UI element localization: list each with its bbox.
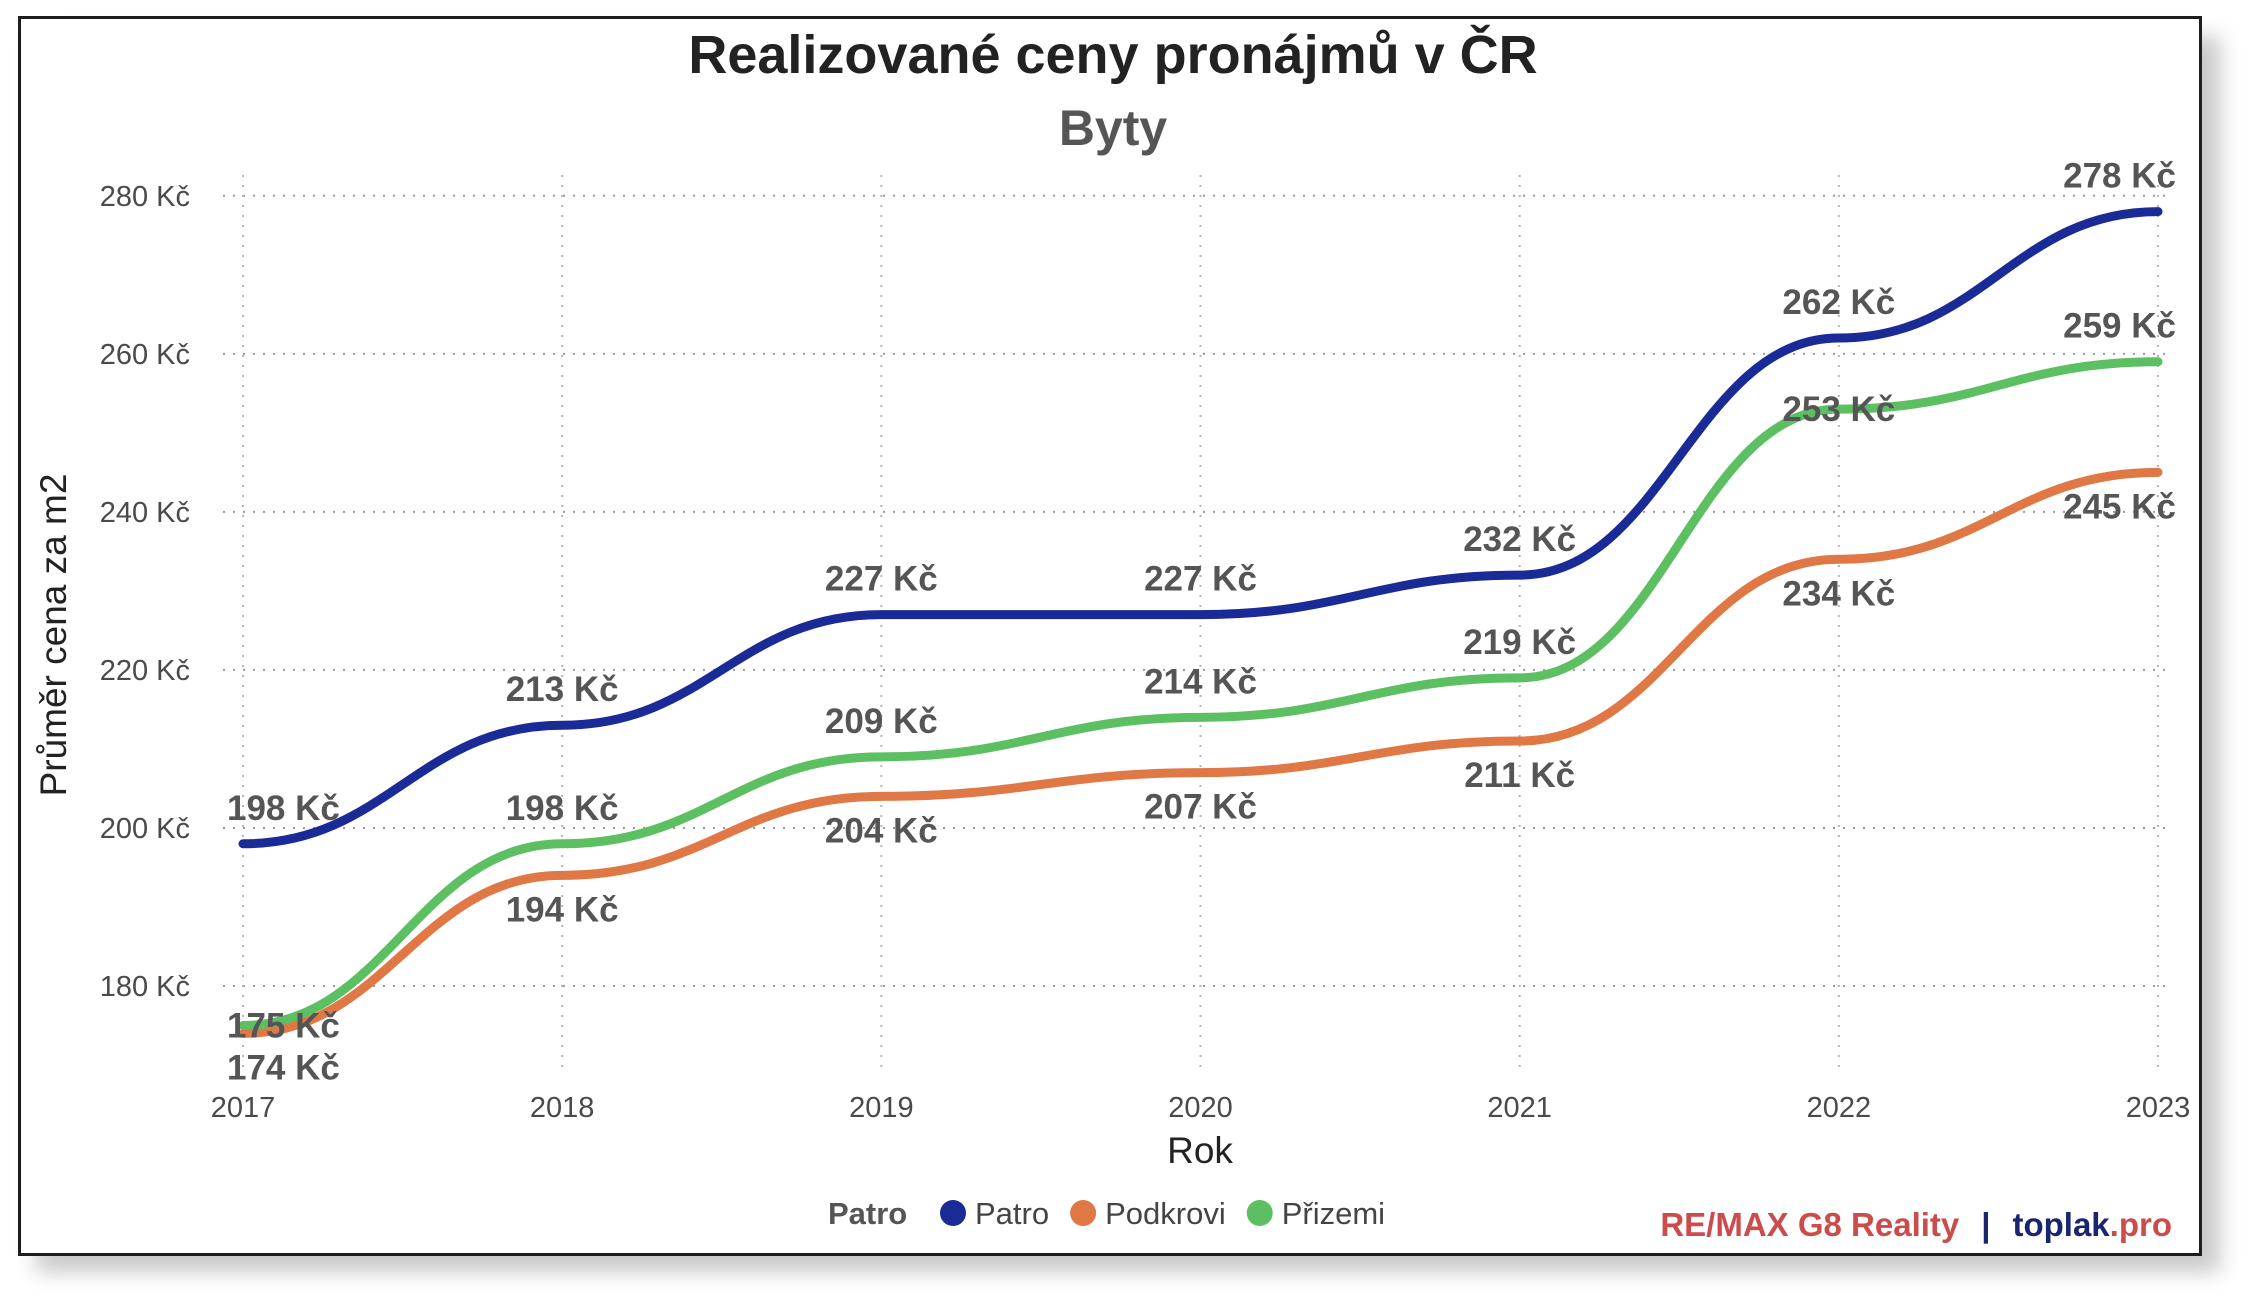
branding-toplak: toplak xyxy=(2012,1206,2110,1243)
data-label-podkrovi: 211 Kč xyxy=(1464,756,1575,795)
data-label-podkrovi: 234 Kč xyxy=(1782,574,1895,613)
y-tick-label: 220 Kč xyxy=(100,655,190,687)
y-tick-label: 260 Kč xyxy=(100,339,190,371)
branding-separator: | xyxy=(1981,1206,1990,1243)
data-label-přizemi: 198 Kč xyxy=(506,789,619,828)
chart-subtitle: Byty xyxy=(1059,100,1168,156)
data-label-patro: 262 Kč xyxy=(1782,283,1895,322)
data-label-přizemi: 214 Kč xyxy=(1144,662,1257,701)
data-label-přizemi: 175 Kč xyxy=(227,1006,340,1045)
data-label-podkrovi: 207 Kč xyxy=(1144,788,1257,827)
x-tick-label: 2022 xyxy=(1807,1092,1872,1124)
x-axis-title: Rok xyxy=(1167,1130,1233,1171)
series-line-patro xyxy=(238,207,2163,849)
data-label-přizemi: 259 Kč xyxy=(2063,307,2176,346)
data-label-podkrovi: 245 Kč xyxy=(2063,487,2176,526)
x-tick-label: 2020 xyxy=(1168,1092,1233,1124)
gridlines xyxy=(223,175,2168,1075)
data-label-podkrovi: 194 Kč xyxy=(506,890,619,929)
x-axis-ticks: 2017 2018 2019 2020 2021 2022 2023 xyxy=(211,1092,2191,1124)
branding-text: RE/MAX G8 Reality | toplak.pro xyxy=(1660,1206,2172,1243)
y-axis-ticks: 180 Kč 200 Kč 220 Kč 240 Kč 260 Kč 280 Kč xyxy=(100,181,190,1003)
data-label-patro: 278 Kč xyxy=(2063,157,2176,196)
data-label-patro: 227 Kč xyxy=(825,560,938,599)
x-tick-label: 2017 xyxy=(211,1092,276,1124)
data-label-přizemi: 209 Kč xyxy=(825,702,938,741)
y-tick-label: 180 Kč xyxy=(100,971,190,1003)
legend-title: Patro xyxy=(828,1196,907,1231)
series-lines xyxy=(238,207,2163,1038)
branding-remax: RE/MAX G8 Reality xyxy=(1660,1206,1960,1243)
x-tick-label: 2021 xyxy=(1487,1092,1552,1124)
legend-marker-přizemi xyxy=(1246,1200,1273,1226)
data-label-patro: 198 Kč xyxy=(227,789,340,828)
legend: Patro Patro Podkrovi Přizemi xyxy=(828,1196,1385,1231)
branding-pro: .pro xyxy=(2110,1206,2172,1243)
y-axis-title: Průměr cena za m2 xyxy=(33,474,74,797)
chart-title: Realizované ceny pronájmů v ČR xyxy=(688,24,1537,85)
x-tick-label: 2019 xyxy=(849,1092,914,1124)
y-tick-label: 280 Kč xyxy=(100,181,190,213)
data-label-patro: 227 Kč xyxy=(1144,560,1257,599)
legend-label-přizemi: Přizemi xyxy=(1282,1196,1385,1231)
data-label-patro: 213 Kč xyxy=(506,670,619,709)
legend-marker-podkrovi xyxy=(1070,1200,1097,1226)
legend-marker-patro xyxy=(940,1200,966,1226)
branding: RE/MAX G8 Reality | toplak.pro xyxy=(1660,1206,2172,1243)
y-tick-label: 200 Kč xyxy=(100,813,190,845)
data-label-patro: 232 Kč xyxy=(1463,520,1576,559)
legend-label-patro: Patro xyxy=(975,1196,1049,1231)
data-label-podkrovi: 174 Kč xyxy=(227,1048,340,1087)
data-label-přizemi: 253 Kč xyxy=(1782,390,1895,429)
legend-label-podkrovi: Podkrovi xyxy=(1105,1196,1226,1231)
data-labels: 198 Kč 213 Kč 227 Kč 227 Kč 232 Kč 262 Kč 278 … xyxy=(227,157,2176,1088)
x-tick-label: 2023 xyxy=(2126,1092,2191,1124)
x-tick-label: 2018 xyxy=(530,1092,595,1124)
y-tick-label: 240 Kč xyxy=(100,497,190,529)
series-line-podkrovi xyxy=(238,467,2163,1038)
data-label-podkrovi: 204 Kč xyxy=(825,811,938,850)
data-label-přizemi: 219 Kč xyxy=(1463,623,1576,662)
series-line-přizemi xyxy=(238,357,2163,1030)
